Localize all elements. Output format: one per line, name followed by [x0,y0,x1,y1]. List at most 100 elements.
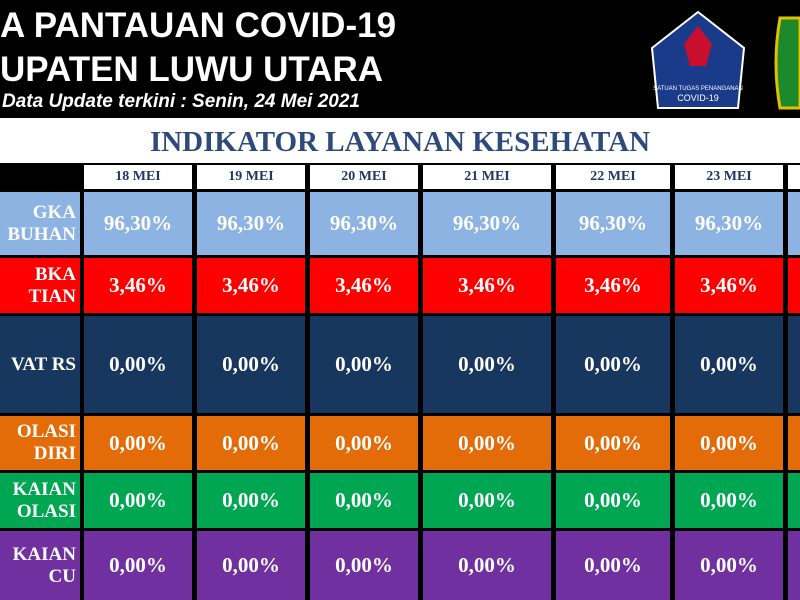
row-label-text: OLASI [16,500,76,522]
row-label-text: KAIAN [12,543,76,565]
value-text: 0,00% [222,352,280,376]
value-cell: 96,30% [675,192,783,255]
value-cell [788,316,800,413]
value-text: 96,30% [578,211,648,235]
value-cell: 0,00% [556,473,670,528]
row-label: GKA BUHAN [0,192,80,255]
value-text: 0,00% [109,488,167,512]
value-text: 3,46% [458,273,516,297]
value-cell: 0,00% [423,473,551,528]
column-header: 22 MEI [556,165,670,189]
value-cell: 3,46% [84,258,192,313]
value-cell: 3,46% [423,258,551,313]
header-banner: A PANTAUAN COVID-19 UPATEN LUWU UTARA Da… [0,0,800,118]
value-text: 0,00% [335,430,393,455]
value-cell: 0,00% [197,316,305,413]
value-text: 3,46% [109,273,167,297]
value-text: 0,00% [700,488,758,512]
value-cell [788,473,800,528]
value-cell [788,192,800,255]
value-cell: 0,00% [310,316,418,413]
table: 18 MEI 19 MEI 20 MEI 21 MEI 22 MEI 23 MEI GKA B… [0,163,800,600]
logo-text: SATUAN TUGAS PENANGANAN [653,86,743,92]
row-label: OLASI DIRI [0,416,80,470]
value-cell [788,416,800,470]
row-label-text: VAT RS [11,353,76,375]
column-header: 18 MEI [84,165,192,189]
value-cell: 0,00% [197,473,305,528]
value-text: 0,00% [109,553,167,577]
value-text: 0,00% [109,352,167,376]
value-cell: 96,30% [556,192,670,255]
value-cell: 96,30% [84,192,192,255]
value-text: 3,46% [584,273,642,297]
value-text: 3,46% [335,273,393,297]
column-header-text: 20 MEI [341,169,387,184]
value-cell: 3,46% [310,258,418,313]
value-cell: 3,46% [197,258,305,313]
row-label: VAT RS [0,316,80,413]
column-header: 21 MEI [423,165,551,189]
value-cell: 96,30% [310,192,418,255]
logo-text: COVID-19 [677,93,719,103]
value-text: 96,30% [329,211,399,235]
logo-garuda [684,26,712,66]
value-text: 0,00% [584,553,642,577]
value-cell: 0,00% [310,416,418,470]
row-label: BKA TIAN [0,258,80,313]
column-header-text: 18 MEI [115,169,161,184]
header-subtitle: Data Update terkini : Senin, 24 Mei 2021 [2,91,360,112]
value-text: 0,00% [584,488,642,512]
value-text: 96,30% [452,211,522,235]
value-cell: 0,00% [675,473,783,528]
column-header-text: 19 MEI [228,169,274,184]
value-text: 0,00% [458,553,516,577]
value-text: 0,00% [335,488,393,512]
value-text: 0,00% [222,488,280,512]
value-text: 0,00% [700,430,758,455]
row-label: KAIAN CU [0,531,80,600]
header-title: A PANTAUAN COVID-19 [0,6,397,45]
value-cell [788,531,800,600]
value-cell: 0,00% [423,531,551,600]
row-label: KAIAN OLASI [0,473,80,528]
value-cell: 0,00% [423,416,551,470]
value-cell: 0,00% [675,531,783,600]
value-cell: 0,00% [84,416,192,470]
value-text: 0,00% [109,430,167,455]
value-text: 96,30% [103,211,173,235]
value-cell: 0,00% [197,416,305,470]
value-text: 0,00% [458,430,516,455]
logos: SATUAN TUGAS PENANGANAN COVID-19 [650,10,800,110]
column-header: 19 MEI [197,165,305,189]
value-text: 0,00% [335,553,393,577]
value-text: 0,00% [335,352,393,376]
header-title: UPATEN LUWU UTARA [0,50,384,89]
value-cell: 0,00% [675,316,783,413]
value-text: 0,00% [458,488,516,512]
value-cell: 3,46% [675,258,783,313]
row-label-text: GKA [32,201,76,223]
column-header-text: 23 MEI [706,169,752,184]
value-cell: 3,46% [556,258,670,313]
value-cell: 96,30% [423,192,551,255]
value-text: 0,00% [458,352,516,376]
row-label-text: CU [48,565,76,587]
value-text: 96,30% [216,211,286,235]
value-text: 0,00% [584,352,642,376]
value-text: 3,46% [700,273,758,297]
value-text: 0,00% [584,430,642,455]
value-cell: 0,00% [675,416,783,470]
value-cell: 0,00% [556,531,670,600]
row-label-text: TIAN [28,285,76,307]
row-label-text: OLASI [16,421,76,442]
column-header-text: 22 MEI [590,169,636,184]
value-cell [788,258,800,313]
row-label-text: BUHAN [7,223,76,245]
row-label-text: BKA [34,263,76,285]
value-cell: 0,00% [310,531,418,600]
value-text: 3,46% [222,273,280,297]
value-cell: 0,00% [310,473,418,528]
value-cell: 0,00% [84,316,192,413]
